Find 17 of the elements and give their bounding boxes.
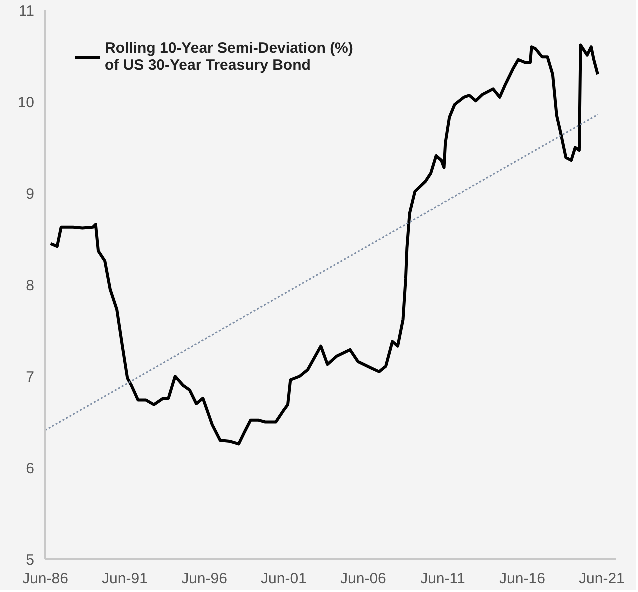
- x-tick-label: Jun-01: [261, 570, 307, 588]
- x-tick-label: Jun-91: [102, 570, 148, 588]
- x-tick-label: Jun-96: [182, 570, 228, 588]
- legend-label: Rolling 10-Year Semi-Deviation (%) of US 30-Year Treasury Bond: [105, 40, 354, 74]
- x-tick-label: Jun-16: [500, 570, 546, 588]
- y-tick-label: 6: [26, 460, 34, 478]
- line-series: [49, 44, 600, 446]
- y-tick-label: 8: [26, 278, 34, 294]
- y-tick-label: 9: [26, 186, 34, 203]
- y-tick-label: 11: [18, 3, 35, 20]
- x-tick-label: Jun-11: [420, 570, 466, 588]
- y-tick-label: 10: [18, 94, 35, 112]
- y-tick-label: 7: [26, 369, 34, 386]
- y-tick-label: 5: [26, 552, 34, 569]
- x-tick-label: Jun-21: [579, 570, 625, 588]
- x-tick-label: Jun-86: [22, 570, 68, 588]
- x-tick-label: Jun-06: [340, 570, 386, 588]
